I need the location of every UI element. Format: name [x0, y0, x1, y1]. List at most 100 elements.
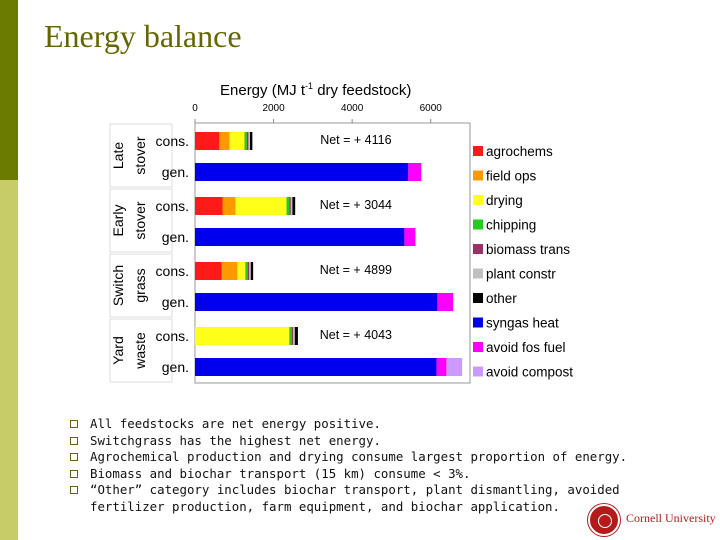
bullet-box-icon	[70, 420, 78, 428]
cornell-seal-icon	[588, 504, 620, 536]
group-label-line2: stover	[132, 201, 148, 239]
legend-swatch	[473, 293, 483, 303]
bullet-box-icon	[70, 486, 78, 494]
bar-segment	[249, 262, 251, 280]
bar-segment	[408, 163, 422, 181]
energy-balance-chart: Energy (MJ t-1 dry feedstock) 0 2000 4000 60…	[109, 81, 573, 384]
legend-label: biomass trans	[486, 242, 570, 257]
bar-segment	[195, 327, 290, 345]
bar-segment	[195, 132, 220, 150]
bullet-box-icon	[70, 469, 78, 478]
net-energy-label: Net = + 4899	[320, 263, 392, 277]
bar-segment	[195, 228, 405, 246]
bar-segment	[289, 327, 292, 345]
chart-title: Energy (MJ t-1 dry feedstock)	[220, 81, 411, 99]
x-tick-label: 0	[192, 103, 198, 114]
net-energy-label: Net = + 4116	[320, 133, 391, 147]
slide-side-bar-dark	[0, 0, 18, 180]
bar-segment	[195, 197, 223, 215]
group-label-line2: waste	[132, 332, 148, 370]
bar-label: cons.	[156, 263, 189, 279]
bar-segment	[290, 197, 293, 215]
bar-segment	[195, 293, 438, 311]
legend-swatch	[473, 342, 483, 352]
bar-segment	[195, 262, 222, 280]
x-tick-label: 6000	[420, 103, 443, 114]
bar-label: gen.	[162, 294, 189, 310]
legend-label: syngas heat	[486, 316, 559, 331]
legend-label: field ops	[486, 169, 537, 184]
bar-segment	[245, 262, 248, 280]
bar-segment	[221, 262, 238, 280]
bar-segment	[244, 132, 247, 150]
legend-swatch	[473, 146, 483, 156]
bullet-text: Agrochemical production and drying consu…	[90, 449, 628, 464]
bullet-box-icon	[70, 453, 78, 461]
bar-segment	[250, 262, 254, 280]
legend-swatch	[473, 219, 483, 230]
plot-frame	[194, 122, 471, 384]
bar-label: gen.	[162, 164, 189, 180]
legend-label: other	[486, 291, 517, 306]
bar-segment	[289, 197, 291, 215]
legend-label: avoid fos fuel	[486, 340, 566, 355]
bar-label: cons.	[156, 133, 189, 149]
bar-segment	[292, 197, 296, 215]
legend-label: chipping	[486, 218, 536, 233]
bullet-item: All feedstocks are net energy positive.	[70, 416, 670, 433]
bar-segment	[235, 197, 287, 215]
group-label-line2: grass	[132, 268, 148, 302]
bar-label: cons.	[156, 328, 189, 344]
group-label-line1: Yard	[110, 336, 126, 365]
bar-segment	[246, 132, 249, 150]
slide-side-bar-light	[0, 180, 18, 540]
bullet-item: Agrochemical production and drying consu…	[70, 449, 670, 466]
bar-segment	[195, 358, 437, 376]
bullet-text: Biomass and biochar transport (15 km) co…	[90, 465, 471, 481]
bar-segment	[437, 293, 454, 311]
bullet-text: All feedstocks are net energy positive.	[90, 416, 381, 431]
bar-segment	[294, 327, 298, 345]
bullet-list: All feedstocks are net energy positive. …	[70, 416, 670, 515]
legend-swatch	[473, 195, 483, 205]
bar-label: gen.	[162, 229, 189, 245]
bar-segment	[237, 262, 246, 280]
bullet-item: Switchgrass has the highest net energy.	[70, 433, 670, 450]
cornell-logo: Cornell University	[588, 504, 716, 536]
legend-label: agrochems	[486, 144, 553, 159]
legend-label: plant constr	[486, 267, 556, 282]
x-tick-label: 2000	[262, 103, 285, 114]
bar-segment	[293, 327, 295, 345]
group-label-box	[109, 123, 173, 188]
bar-segment	[229, 132, 245, 150]
legend-swatch	[473, 317, 483, 328]
group-label-line2: stover	[132, 136, 148, 174]
bullet-text: “Other” category includes biochar transp…	[90, 482, 620, 514]
group-label-line1: Switch	[110, 265, 126, 306]
group-label-line1: Early	[110, 205, 126, 237]
x-tick-label: 4000	[341, 103, 364, 114]
bar-segment	[250, 132, 253, 150]
bar-segment	[436, 358, 447, 376]
legend-swatch	[473, 268, 483, 279]
bullet-item: “Other” category includes biochar transp…	[70, 482, 670, 515]
bar-segment	[195, 163, 409, 181]
bar-label: cons.	[156, 198, 189, 214]
group-label-box	[109, 318, 173, 383]
legend-label: avoid compost	[486, 365, 573, 380]
bar-segment	[248, 132, 250, 150]
bar-segment	[404, 228, 416, 246]
group-label-line1: Late	[110, 142, 126, 169]
bar-segment	[222, 197, 236, 215]
cornell-logo-text: Cornell University	[626, 511, 716, 525]
slide-title: Energy balance	[44, 18, 242, 54]
legend-swatch	[473, 366, 483, 377]
bar-segment	[286, 197, 290, 215]
bar-segment	[291, 327, 294, 345]
bar-segment	[446, 358, 463, 376]
net-energy-label: Net = + 3044	[320, 198, 392, 212]
bullet-box-icon	[70, 436, 78, 445]
bar-segment	[247, 262, 250, 280]
net-energy-label: Net = + 4043	[320, 328, 392, 342]
group-label-box	[109, 253, 173, 318]
